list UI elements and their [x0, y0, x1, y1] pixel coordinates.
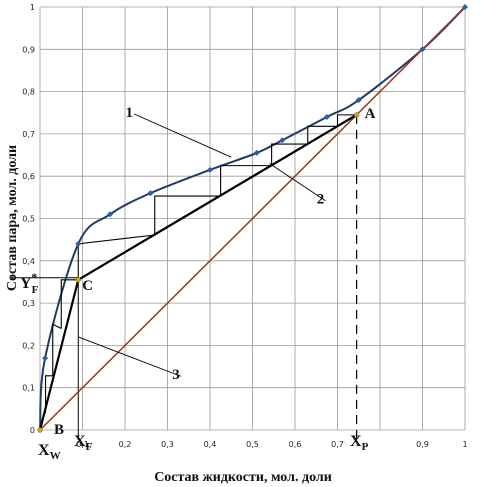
point-label-B: B — [54, 422, 64, 438]
y-axis-title: Состав пара, мол. доли — [5, 145, 20, 291]
chart-lines — [38, 6, 466, 431]
stage-step — [52, 323, 62, 376]
x-tick-label: 0,5 — [246, 440, 259, 449]
annotations: 1 2 3 A B C — [37, 105, 376, 438]
y-tick-label: 1 — [30, 3, 35, 12]
equilibrium-point-marker — [253, 149, 260, 156]
leader-line-3 — [78, 336, 182, 377]
curve-label-1: 1 — [126, 105, 134, 121]
curve-label-3: 3 — [172, 367, 180, 383]
curve-label-2: 2 — [317, 192, 325, 208]
leader-line-2 — [269, 163, 326, 202]
point-label-A: A — [365, 106, 376, 122]
equilibrium-point-marker — [147, 190, 154, 197]
x-tick-label: 0,9 — [416, 440, 429, 449]
equilibrium-point-marker — [323, 113, 330, 120]
x-tick-label: 1 — [462, 440, 467, 449]
stage-step — [220, 165, 272, 197]
x-axis-title: Состав жидкости, мол. доли — [154, 470, 332, 485]
x-tick-label: 0,1 — [76, 440, 89, 449]
y-tick-label: 0,7 — [22, 130, 35, 139]
xp-label: XP — [350, 433, 369, 453]
stage-step — [336, 114, 357, 127]
operating-line-stripping — [38, 279, 80, 431]
operating-line-rectifying — [77, 113, 358, 281]
equilibrium-point-marker — [279, 137, 286, 144]
y-tick-label: 0 — [30, 426, 35, 435]
point-marker-A — [354, 112, 360, 118]
leader-line-1 — [134, 113, 232, 158]
xw-label: XW — [38, 442, 61, 462]
y-tick-label: 0,5 — [22, 215, 35, 224]
x-tick-label: 0,7 — [331, 440, 344, 449]
stage-step — [271, 143, 308, 166]
point-marker-C — [75, 277, 81, 283]
y-tick-label: 0,2 — [22, 341, 35, 350]
x-tick-label: 0,4 — [204, 440, 217, 449]
equilibrium-curve — [39, 6, 466, 431]
equilibrium-point-marker — [75, 240, 82, 247]
equilibrium-point-marker — [462, 4, 468, 10]
yf-label: YF* — [20, 270, 39, 296]
y-tick-label: 0,6 — [22, 172, 35, 181]
y-tick-label: 0,3 — [22, 299, 35, 308]
point-marker-B — [37, 427, 43, 433]
equilibrium-point-marker — [107, 211, 114, 218]
stage-step — [60, 279, 79, 329]
xf-label: XF — [74, 433, 93, 453]
y-tick-label: 0,1 — [22, 384, 35, 393]
chart-markers — [42, 4, 468, 362]
y-tick-label: 0,9 — [22, 45, 35, 54]
equilibrium-point-marker — [355, 97, 362, 104]
point-label-C: C — [82, 278, 93, 294]
y-tick-label: 0,4 — [22, 257, 35, 266]
y-tick-label: 0,8 — [22, 88, 35, 97]
stage-step — [154, 195, 221, 235]
diagonal-line — [39, 6, 466, 431]
x-tick-label: 0,3 — [161, 440, 174, 449]
x-tick-label: 0,6 — [289, 440, 302, 449]
equilibrium-point-marker — [42, 355, 49, 362]
equilibrium-point-marker — [207, 166, 213, 173]
tick-labels: 0 0,1 0,2 0,3 0,4 0,5 0,6 0,7 0,8 0,9 1 0,1 0,2 0,3 0,… — [22, 3, 467, 449]
stage-step — [307, 125, 338, 145]
equilibrium-point-marker — [419, 46, 426, 53]
x-tick-label: 0,2 — [119, 440, 132, 449]
stage-step — [44, 375, 53, 414]
